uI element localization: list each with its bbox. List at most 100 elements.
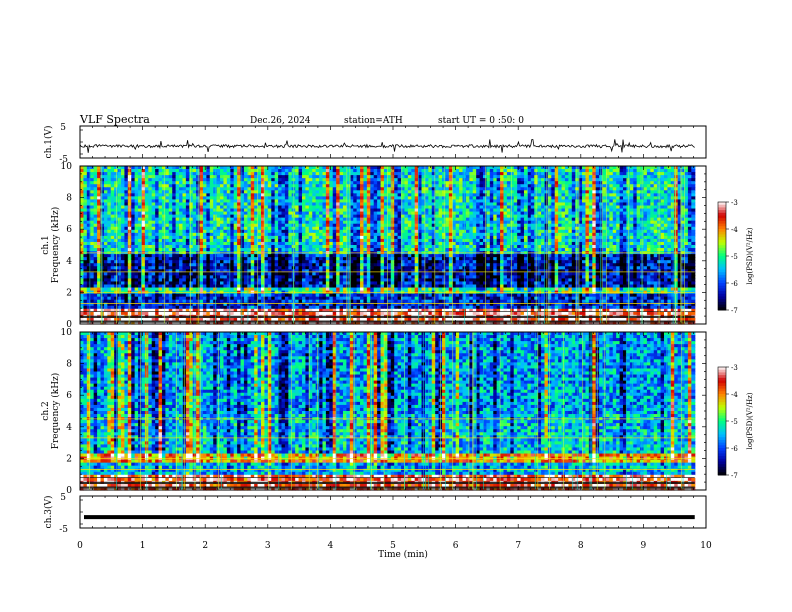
spectrogram-cell [233,172,238,176]
spectrogram-cell [394,184,399,188]
spectrogram-cell [107,166,112,170]
spectrogram-cell [110,187,115,191]
spectrogram-cell [342,178,347,182]
spectrogram-cell [284,184,289,188]
spectrogram-cell [134,178,139,182]
spectrogram-cell [667,166,672,170]
spectrogram-cell [547,187,552,191]
spectrogram-cell [687,175,692,179]
spectrogram-cell [472,175,477,179]
spectrogram-cell [83,181,88,185]
spectrogram-cell [520,166,525,170]
spectrogram-cell [240,178,245,182]
spectrogram-cell [438,190,443,194]
spectrogram-cell [595,166,600,170]
spectrogram-cell [387,181,392,185]
spectrogram-cell [325,166,330,170]
spectrogram-cell [131,166,136,170]
spectrogram-cell [312,187,317,191]
spectrogram-cell [537,187,542,191]
spectrogram-cell [582,166,587,170]
spectrogram-cell [520,187,525,191]
spectrogram-cell [650,172,655,176]
spectrogram-cell [356,187,361,191]
spectrogram-cell [243,181,248,185]
spectrogram-cell [107,190,112,194]
spectrogram-cell [213,187,218,191]
spectrogram-cell [387,190,392,194]
spectrogram-cell [199,184,204,188]
spectrogram-cell [360,172,365,176]
spectrogram-cell [148,172,153,176]
spectrogram-cell [373,175,378,179]
spectrogram-cell [558,187,563,191]
spectrogram-cell [588,181,593,185]
spectrogram-cell [646,181,651,185]
spectrogram-cell [223,193,228,197]
spectrogram-cell [120,181,125,185]
spectrogram-cell [312,169,317,173]
spectrogram-cell [206,193,211,197]
spectrogram-cell [165,181,170,185]
spectrogram-cell [349,178,354,182]
spectrogram-cell [527,190,532,194]
spectrogram-cell [667,190,672,194]
spectrogram-cell [421,178,426,182]
spectrogram-cell [230,178,235,182]
spectrogram-cell [322,181,327,185]
spectrogram-cell [547,184,552,188]
spectrogram-cell [377,166,382,170]
spectrogram-cell [506,175,511,179]
spectrogram-cell [220,181,225,185]
spectrogram-cell [240,184,245,188]
spectrogram-cell [503,184,508,188]
spectrogram-cell [609,172,614,176]
spectrogram-cell [445,178,450,182]
spectrogram-cell [226,187,231,191]
spectrogram-cell [332,169,337,173]
spectrogram-cell [363,166,368,170]
spectrogram-cell [541,178,546,182]
spectrogram-cell [274,166,279,170]
spectrogram-cell [418,187,423,191]
spectrogram-cell [83,178,88,182]
spectrogram-cell [342,190,347,194]
spectrogram-cell [687,169,692,173]
spectrogram-cell [455,190,460,194]
spectrogram-cell [650,169,655,173]
spectrogram-cell [250,181,255,185]
spectrogram-cell [424,181,429,185]
spectrogram-cell [168,184,173,188]
spectrogram-cell [332,187,337,191]
spectrogram-cell [339,172,344,176]
spectrogram-cell [305,166,310,170]
spectrogram-cell [629,184,634,188]
spectrogram-cell [319,190,324,194]
spectrogram-cell [233,190,238,194]
spectrogram-cell [445,187,450,191]
spectrogram-cell [373,172,378,176]
spectrogram-cell [220,175,225,179]
spectrogram-cell [216,190,221,194]
spectrogram-cell [107,187,112,191]
spectrogram-cell [274,175,279,179]
spectrogram-cell [165,184,170,188]
spectrogram-cell [571,166,576,170]
spectrogram-cell [414,166,419,170]
spectrogram-cell [209,166,214,170]
spectrogram-cell [404,166,409,170]
spectrogram-cell [431,175,436,179]
spectrogram-cell [664,181,669,185]
spectrogram-cell [664,172,669,176]
spectrogram-cell [435,193,440,197]
spectrogram-cell [254,178,259,182]
spectrogram-cell [588,172,593,176]
spectrogram-cell [605,181,610,185]
spectrogram-cell [308,187,313,191]
spectrogram-cell [90,178,95,182]
spectrogram-cell [220,178,225,182]
spectrogram-cell [172,169,177,173]
spectrogram-cell [308,193,313,197]
spectrogram-cell [237,166,242,170]
spectrogram-cell [612,172,617,176]
